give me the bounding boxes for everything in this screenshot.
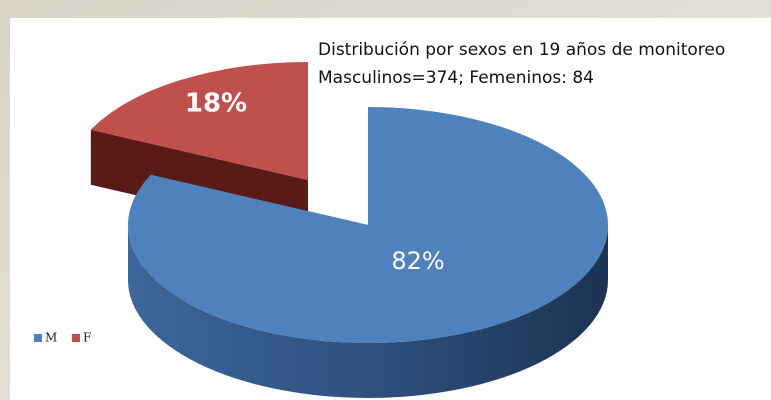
legend-swatch bbox=[34, 334, 42, 342]
chart-title: Distribución por sexos en 19 años de mon… bbox=[318, 40, 725, 60]
chart-subtitle: Masculinos=374; Femeninos: 84 bbox=[318, 68, 594, 88]
legend-label: M bbox=[45, 331, 57, 345]
data-label: 18% bbox=[185, 89, 247, 119]
slice bbox=[90, 62, 308, 180]
slice bbox=[127, 107, 608, 343]
legend-swatch bbox=[72, 334, 80, 342]
legend-label: F bbox=[83, 331, 91, 345]
data-label: 82% bbox=[391, 247, 444, 275]
slice-side bbox=[128, 225, 608, 398]
